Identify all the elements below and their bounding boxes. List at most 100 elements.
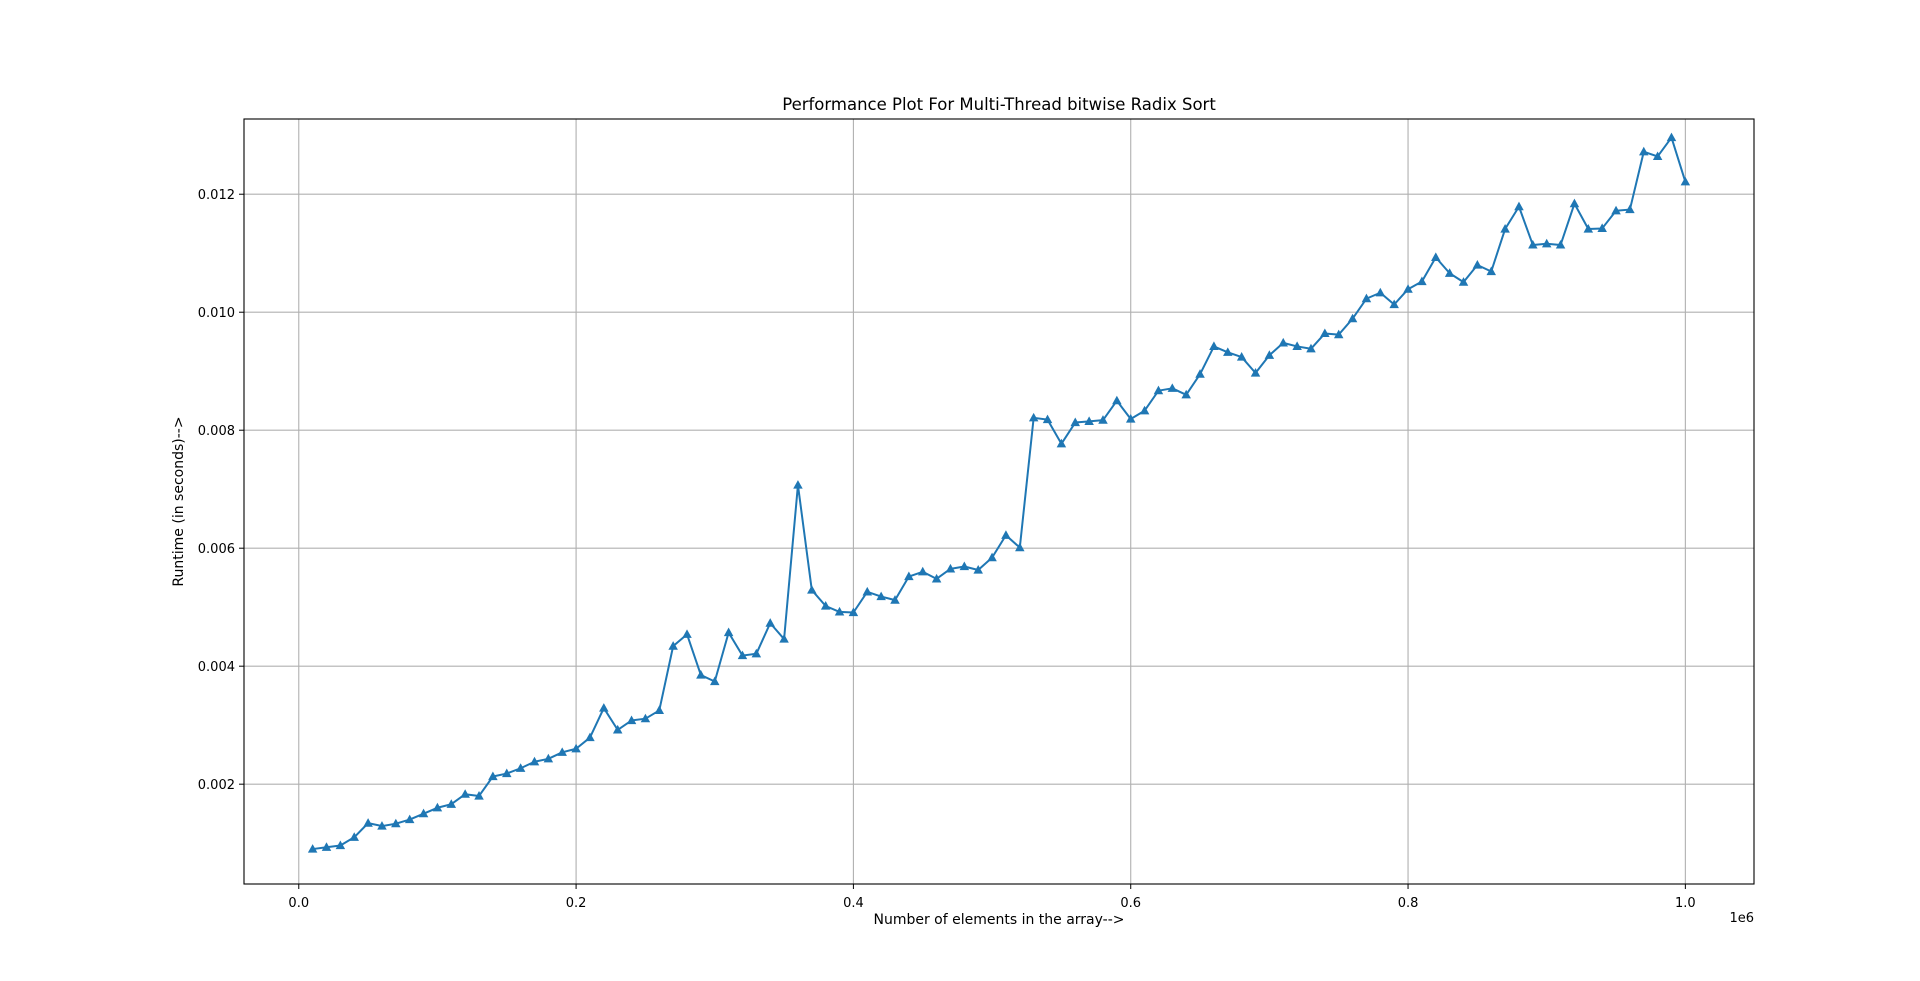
data-point-marker	[1264, 350, 1275, 359]
plot-area-frame	[243, 118, 1755, 885]
data-point-marker	[1181, 389, 1191, 399]
data-point-marker	[391, 818, 401, 828]
data-point-marker	[862, 586, 873, 596]
tick-labels: 0.0 0.2 0.4 0.6 0.8 1.0 0.002 0.004 0.006 0.008 0.…	[198, 188, 1696, 911]
data-point-marker	[1514, 201, 1524, 211]
data-point-marker	[363, 818, 373, 827]
data-point-marker	[807, 585, 817, 594]
data-point-marker	[1486, 266, 1496, 276]
data-point-marker	[1541, 238, 1552, 248]
data-point-marker	[917, 566, 928, 576]
data-point-marker	[682, 629, 692, 638]
data-point-marker	[1597, 223, 1607, 233]
data-point-marker	[959, 561, 970, 571]
y-tick-label: 0.012	[198, 188, 235, 203]
x-tick-label: 0.6	[1120, 896, 1141, 911]
x-tick-label: 0.0	[288, 896, 309, 911]
data-point-marker	[1098, 415, 1108, 424]
data-point-marker	[1125, 413, 1136, 423]
y-tick-label: 0.008	[198, 424, 235, 439]
data-point-marker	[1167, 383, 1178, 392]
data-point-marker	[349, 832, 359, 841]
data-point-marker	[1666, 132, 1677, 142]
data-point-marker	[890, 595, 900, 604]
data-point-marker	[488, 771, 498, 781]
data-point-marker	[1306, 343, 1316, 353]
data-point-marker	[1153, 385, 1164, 395]
data-point-marker	[1084, 416, 1094, 425]
y-tick-label: 0.004	[198, 660, 235, 675]
data-point-marker	[1347, 313, 1358, 323]
data-point-marker	[1652, 151, 1663, 161]
x-tick-label: 0.2	[566, 896, 587, 911]
series-group	[307, 132, 1691, 853]
data-point-marker	[1139, 405, 1150, 415]
data-point-marker	[1320, 328, 1330, 338]
data-point-marker	[904, 571, 914, 581]
data-point-marker	[1209, 341, 1219, 351]
x-tick-label: 0.8	[1398, 896, 1419, 911]
y-tick-label: 0.002	[198, 778, 235, 793]
data-point-marker	[987, 552, 997, 562]
data-point-marker	[1361, 293, 1372, 303]
data-point-marker	[543, 753, 554, 763]
data-point-marker	[1195, 369, 1205, 378]
data-point-marker	[654, 705, 665, 715]
data-point-marker	[751, 648, 762, 658]
data-point-marker	[1417, 276, 1427, 286]
data-point-marker	[1458, 277, 1469, 286]
data-point-marker	[696, 670, 706, 679]
data-point-marker	[1611, 205, 1621, 215]
data-point-marker	[474, 790, 484, 800]
data-point-marker	[1680, 176, 1691, 186]
data-point-marker	[1389, 299, 1399, 309]
data-point-marker	[793, 480, 803, 489]
data-point-marker	[571, 743, 581, 753]
y-tick-label: 0.006	[198, 542, 235, 557]
data-point-marker	[931, 573, 942, 583]
data-point-marker	[723, 627, 734, 637]
data-point-marker	[709, 676, 720, 686]
data-point-marker	[1292, 341, 1302, 351]
data-point-marker	[1112, 395, 1122, 405]
data-point-marker	[1042, 414, 1053, 424]
data-point-marker	[876, 591, 886, 601]
y-tick-label: 0.010	[198, 306, 235, 321]
data-point-marker	[557, 747, 567, 756]
series-line	[312, 136, 1687, 851]
data-point-marker	[1472, 260, 1483, 269]
data-point-marker	[446, 799, 457, 808]
data-point-marker	[1528, 239, 1538, 249]
data-point-marker	[1223, 347, 1233, 356]
data-point-marker	[1278, 337, 1289, 347]
data-point-marker	[1569, 198, 1580, 208]
data-point-marker	[820, 601, 831, 610]
data-point-marker	[335, 840, 346, 850]
data-point-marker	[1639, 146, 1649, 156]
data-point-marker	[529, 756, 540, 766]
data-point-marker	[765, 618, 775, 627]
data-point-marker	[1250, 367, 1261, 377]
data-point-marker	[377, 821, 387, 830]
data-point-marker	[737, 650, 748, 660]
data-point-marker	[1333, 329, 1344, 339]
data-point-marker	[626, 715, 637, 725]
x-tick-label: 1.0	[1675, 896, 1696, 911]
x-axis-offset-text: 1e6	[1729, 911, 1754, 926]
data-point-marker	[599, 703, 609, 712]
data-point-marker	[1583, 224, 1594, 233]
data-point-marker	[502, 768, 512, 778]
data-point-marker	[779, 634, 789, 643]
y-axis-title: Runtime (in seconds)-->	[171, 416, 187, 586]
axes	[243, 118, 1755, 885]
data-point-marker	[1555, 239, 1566, 249]
data-point-marker	[1500, 224, 1510, 233]
data-point-marker	[1056, 438, 1067, 448]
data-point-marker	[307, 844, 318, 853]
data-point-marker	[1375, 287, 1386, 297]
data-point-marker	[1236, 352, 1247, 361]
data-point-marker	[834, 606, 845, 616]
data-point-marker	[1070, 417, 1081, 427]
